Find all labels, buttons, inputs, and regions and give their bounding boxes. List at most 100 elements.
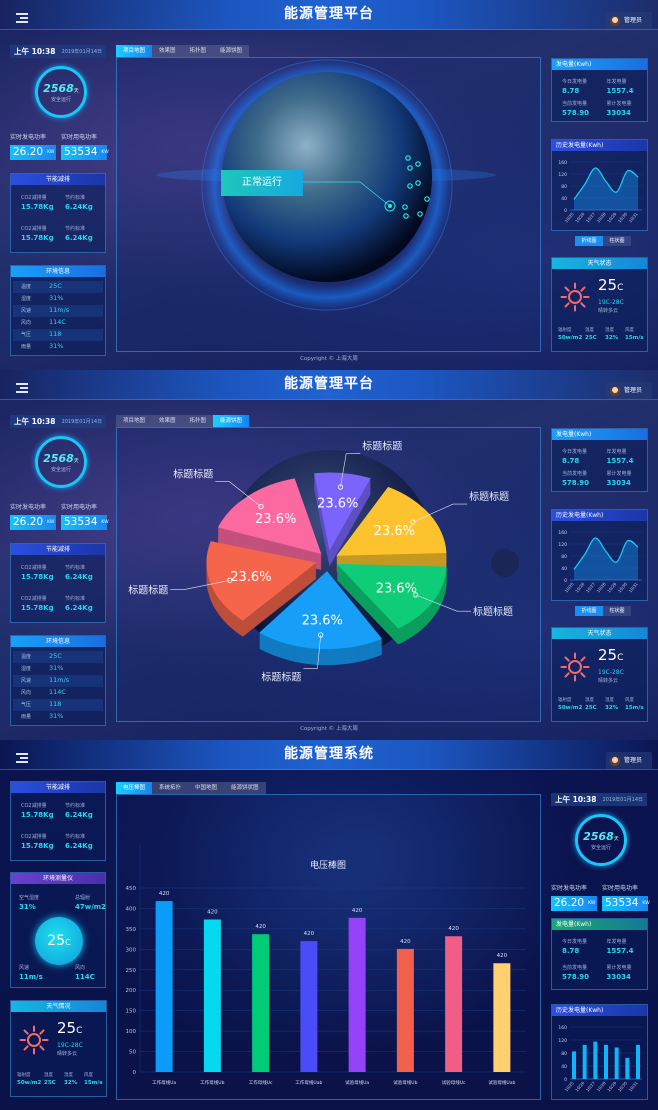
weather-stat-value: 25C bbox=[585, 335, 597, 342]
chart-toggle-0[interactable]: 折线图 bbox=[575, 236, 603, 246]
generation-panel-title: 发电量(Kwh) bbox=[552, 59, 647, 70]
voltage-chart-panel bbox=[116, 794, 541, 1100]
power-value: 26.20 bbox=[554, 897, 585, 910]
generation-panel: 发电量(Kwh) 今日发电量 8.78 年发电量 1557.4 当前发电量 578.90 累计… bbox=[551, 58, 648, 122]
tab-3[interactable]: 能源饼状图 bbox=[224, 782, 266, 794]
tab-2[interactable]: 拓扑图 bbox=[182, 415, 214, 427]
gauge-temp: 25 bbox=[47, 933, 66, 949]
stat-item: 今日发电量 8.78 bbox=[562, 79, 587, 95]
stat-item: CO2减排量 15.78Kg bbox=[21, 195, 54, 211]
y-tick-label: 40 bbox=[561, 566, 567, 572]
weather-temp: 25C bbox=[598, 646, 623, 664]
chart-toggle-1[interactable]: 柱状图 bbox=[603, 236, 631, 246]
safety-days-unit: 天 bbox=[613, 836, 619, 842]
weather-stat-value: 50w/m2 bbox=[558, 335, 583, 342]
stat-label: CO2减排量 bbox=[21, 596, 47, 602]
sun-icon bbox=[560, 652, 590, 682]
stat-item: 累计发电量 33034 bbox=[607, 965, 632, 981]
power-label: 实时用电功率 bbox=[61, 504, 98, 511]
weather-stat: 温度 25C bbox=[585, 698, 597, 712]
env-row: 雨量 31% bbox=[13, 341, 103, 353]
leader-line bbox=[303, 634, 322, 669]
stat-value: 15.78Kg bbox=[21, 573, 54, 581]
safety-days-value: 2568 bbox=[43, 82, 74, 95]
tab-1[interactable]: 系统拓扑 bbox=[152, 782, 189, 794]
weather-stat-label: 温度 bbox=[585, 698, 594, 703]
y-tick-label: 80 bbox=[561, 554, 567, 560]
env-row: 湿度 31% bbox=[13, 663, 103, 675]
y-tick-label: 80 bbox=[561, 184, 567, 190]
stat-item: 累计发电量 33034 bbox=[607, 101, 632, 117]
environment-panel-title: 环境信息 bbox=[11, 636, 105, 647]
env-label: 风向 bbox=[21, 320, 32, 326]
temp-unit: C bbox=[76, 1026, 83, 1036]
energy-saving-panel: 节能减排 CO2减排量 15.78Kg 节约标准 6.24Kg CO2减排量 15.78Kg… bbox=[10, 781, 106, 861]
y-tick-label: 40 bbox=[561, 1064, 567, 1070]
stat-value: 33034 bbox=[606, 479, 631, 487]
slice-label: 标题标题 bbox=[469, 491, 509, 503]
tab-1[interactable]: 效果图 bbox=[152, 45, 183, 57]
temp-value: 25 bbox=[598, 276, 618, 294]
clock-bar: 上午 10:38 2019年01月14日 bbox=[10, 415, 106, 428]
tab-0[interactable]: 项目地图 bbox=[116, 415, 153, 427]
x-tick-label: 10/29 bbox=[606, 1080, 618, 1092]
power-unit: KW bbox=[101, 149, 109, 155]
bar bbox=[625, 1057, 630, 1079]
env-row: 雨量 31% bbox=[13, 711, 103, 723]
pie-slice-5 bbox=[336, 486, 447, 572]
user-menu[interactable]: 管理员 bbox=[606, 382, 652, 399]
leader-dot bbox=[318, 632, 324, 638]
tab-0[interactable]: 电压棒图 bbox=[116, 782, 153, 794]
power-value-box: 53534 KW bbox=[61, 515, 109, 530]
weather-stat-value: 32% bbox=[605, 705, 619, 712]
view-tabs: 项目地图 效果图 拓扑图 能源饼图 bbox=[116, 45, 250, 57]
y-tick-label: 120 bbox=[558, 172, 567, 178]
history-panel: 历史发电量(Kwh) 0 40 80 120 160 10/25 10/26 10/27 10/2… bbox=[551, 139, 648, 231]
weather-stat-value: 25C bbox=[44, 1080, 56, 1087]
tab-2[interactable]: 拓扑图 bbox=[182, 45, 214, 57]
header-bar: 能源管理平台 管理员 bbox=[0, 370, 658, 400]
chart-type-toggle: 折线图 柱状图 bbox=[575, 236, 631, 246]
tab-3[interactable]: 能源饼图 bbox=[213, 45, 250, 57]
meter-label: 总辐射 bbox=[75, 895, 91, 901]
stat-label: 年发电量 bbox=[606, 449, 627, 455]
temp-unit: C bbox=[617, 653, 624, 663]
safety-label: 安全运行 bbox=[50, 97, 71, 104]
data-label: 420 bbox=[352, 908, 363, 914]
env-label: 雨量 bbox=[21, 344, 32, 350]
user-menu[interactable]: 管理员 bbox=[606, 12, 652, 29]
user-name: 管理员 bbox=[624, 756, 643, 764]
env-value: 11m/s bbox=[49, 676, 70, 685]
generation-panel: 发电量(Kwh) 今日发电量 8.78 年发电量 1557.4 当前发电量 578.90 累计… bbox=[551, 918, 648, 990]
bar-3 bbox=[300, 941, 318, 1072]
power-label: 实时发电功率 bbox=[10, 504, 47, 511]
x-tick-label: 试验母线Uc bbox=[442, 1079, 466, 1086]
header-bar: 能源管理平台 管理员 bbox=[0, 0, 658, 30]
env-row: 风向 114C bbox=[13, 687, 103, 699]
chart-toggle-1[interactable]: 柱状图 bbox=[603, 606, 631, 616]
x-tick-label: 试验母线Uab bbox=[488, 1079, 515, 1086]
power-label: 实时用电功率 bbox=[61, 134, 98, 141]
weather-panel-title: 天气状态 bbox=[552, 258, 647, 269]
stat-label: 累计发电量 bbox=[606, 471, 632, 477]
chart-toggle-0[interactable]: 折线图 bbox=[575, 606, 603, 616]
tab-0[interactable]: 项目地图 bbox=[116, 45, 153, 57]
menu-toggle-icon[interactable] bbox=[16, 753, 28, 763]
menu-toggle-icon[interactable] bbox=[16, 383, 28, 393]
slice-label: 标题标题 bbox=[261, 671, 301, 683]
meter-stat: 空气湿度 31% bbox=[19, 895, 39, 911]
energy-saving-panel: 节能减排 CO2减排量 15.78Kg 节约标准 6.24Kg CO2减排量 15.78Kg… bbox=[10, 543, 106, 623]
env-value: 25C bbox=[49, 282, 62, 291]
weather-stat: 风度 15m/s bbox=[625, 698, 644, 712]
tab-1[interactable]: 效果图 bbox=[152, 415, 183, 427]
env-row: 温度 25C bbox=[13, 651, 103, 663]
x-tick-label: 10/25 bbox=[564, 581, 576, 593]
weather-panel-title: 天气情况 bbox=[11, 1001, 106, 1012]
tab-2[interactable]: 中国地图 bbox=[188, 782, 225, 794]
clock-bar: 上午 10:38 2019年01月14日 bbox=[551, 793, 647, 806]
user-menu[interactable]: 管理员 bbox=[606, 752, 652, 769]
stat-item: 节约标准 6.24Kg bbox=[65, 803, 93, 819]
menu-toggle-icon[interactable] bbox=[16, 13, 28, 23]
tab-3[interactable]: 能源饼图 bbox=[213, 415, 250, 427]
